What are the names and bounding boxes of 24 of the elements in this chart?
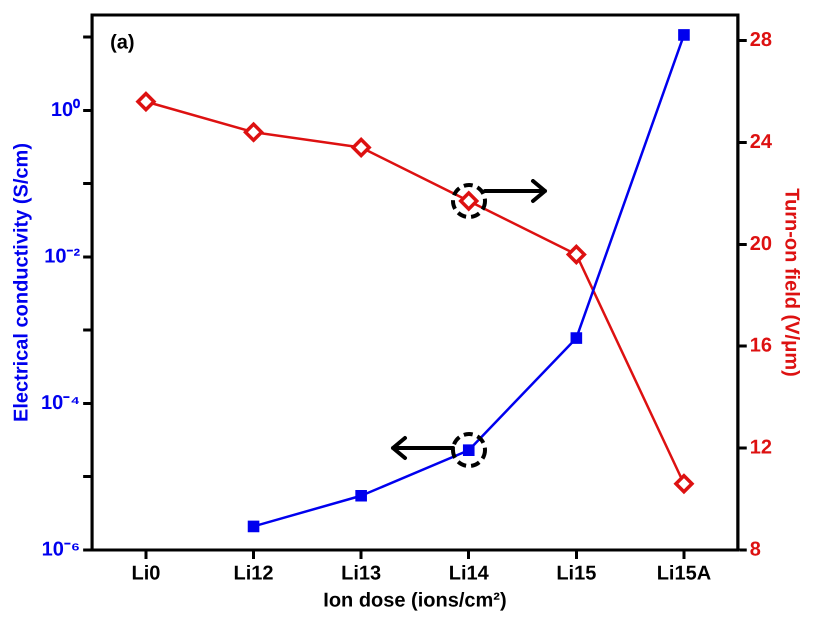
annotation: (a)	[110, 32, 135, 54]
y2-tick-label: 12	[750, 436, 772, 459]
y-tick-label: 10⁰	[50, 98, 80, 121]
y2-tick-label: 24	[750, 130, 773, 153]
y-tick-label: 10⁻²	[44, 245, 80, 268]
x-tick-label: Li14	[448, 562, 490, 585]
point	[355, 490, 367, 502]
y2-tick-label: 28	[750, 28, 772, 51]
x-axis-title: Ion dose (ions/cm²)	[323, 590, 507, 612]
x-tick-label: Li12	[234, 562, 274, 585]
point	[570, 332, 582, 344]
y2-tick-label: 16	[750, 334, 772, 357]
point	[248, 520, 260, 532]
point	[678, 29, 690, 41]
x-tick-label: Li15	[556, 562, 596, 585]
y-tick-label: 10⁻⁶	[42, 538, 80, 561]
x-tick-label: Li0	[131, 562, 160, 585]
y-axis-title: Electrical conductivity (S/cm)	[10, 143, 33, 422]
x-tick-label: Li15A	[656, 562, 712, 585]
y2-tick-label: 20	[750, 232, 772, 255]
x-tick-label: Li13	[341, 562, 382, 585]
y2-tick-label: 8	[750, 538, 761, 561]
y2-axis-title: Turn-on field (V/μm)	[780, 188, 802, 377]
y-tick-label: 10⁻⁴	[41, 392, 80, 414]
